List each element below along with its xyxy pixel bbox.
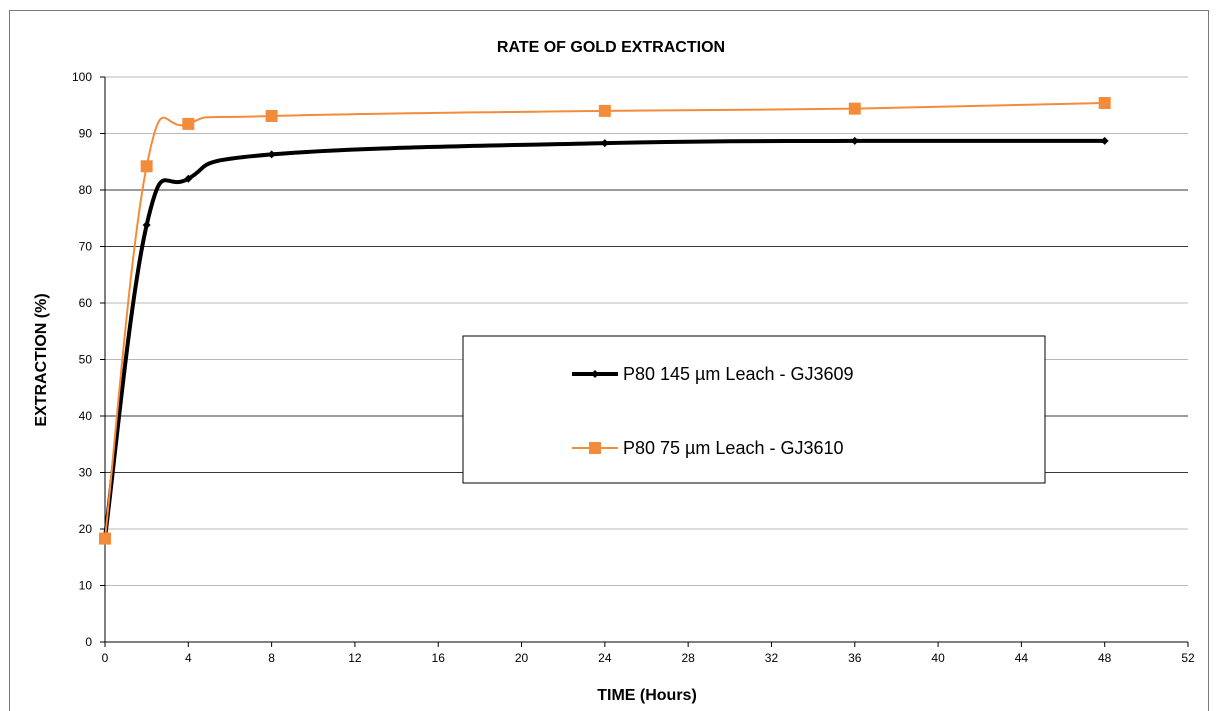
y-tick-label: 100 bbox=[72, 70, 92, 84]
x-tick-label: 20 bbox=[515, 651, 529, 665]
data-point bbox=[848, 102, 861, 115]
data-point bbox=[265, 109, 278, 122]
x-tick-label: 28 bbox=[681, 651, 695, 665]
gridlines bbox=[105, 76, 1188, 586]
x-axis-title: TIME (Hours) bbox=[597, 687, 697, 704]
x-tick-label: 48 bbox=[1098, 651, 1112, 665]
data-point bbox=[1100, 136, 1109, 145]
y-tick-label: 60 bbox=[79, 296, 93, 310]
data-point bbox=[1098, 96, 1111, 109]
legend-label: P80 75 µm Leach - GJ3610 bbox=[623, 438, 844, 458]
data-point bbox=[598, 104, 611, 117]
series-group bbox=[101, 136, 1109, 542]
x-tick-label: 36 bbox=[848, 651, 862, 665]
legend-entry: P80 145 µm Leach - GJ3609 bbox=[572, 364, 854, 384]
y-tick-label: 10 bbox=[79, 579, 93, 593]
y-tick-label: 30 bbox=[79, 466, 93, 480]
x-tick-label: 16 bbox=[432, 651, 446, 665]
x-tick-label: 52 bbox=[1181, 651, 1195, 665]
legend-swatch-marker bbox=[589, 442, 601, 454]
y-tick-label: 50 bbox=[79, 353, 93, 367]
data-point bbox=[600, 139, 609, 148]
y-tick-label: 40 bbox=[79, 409, 93, 423]
legend-entry: P80 75 µm Leach - GJ3610 bbox=[572, 438, 844, 458]
series-layer bbox=[99, 96, 1111, 545]
data-point bbox=[99, 532, 111, 545]
y-tick-label: 80 bbox=[79, 183, 93, 197]
y-axis-title: EXTRACTION (%) bbox=[33, 293, 50, 426]
y-tick-label: 0 bbox=[85, 635, 92, 649]
x-tick-label: 4 bbox=[185, 651, 192, 665]
x-tick-label: 44 bbox=[1015, 651, 1029, 665]
data-point bbox=[182, 117, 195, 130]
chart-title: RATE OF GOLD EXTRACTION bbox=[497, 39, 725, 56]
x-tick-label: 24 bbox=[598, 651, 612, 665]
y-tick-label: 70 bbox=[79, 240, 93, 254]
series-group bbox=[99, 96, 1111, 545]
y-tick-label: 20 bbox=[79, 522, 93, 536]
y-tick-label: 90 bbox=[79, 127, 93, 141]
x-tick-label: 32 bbox=[765, 651, 779, 665]
data-point bbox=[184, 174, 193, 183]
legend: P80 145 µm Leach - GJ3609 P80 75 µm Leach… bbox=[462, 335, 1046, 484]
legend-label: P80 145 µm Leach - GJ3609 bbox=[623, 364, 854, 384]
data-point bbox=[850, 136, 859, 145]
data-point bbox=[140, 160, 153, 173]
data-point bbox=[267, 150, 276, 159]
x-tick-label: 8 bbox=[268, 651, 275, 665]
legend-box bbox=[462, 335, 1046, 484]
x-tick-label: 12 bbox=[348, 651, 362, 665]
x-tick-label: 0 bbox=[102, 651, 109, 665]
x-tick-label: 40 bbox=[931, 651, 945, 665]
legend-swatch-marker bbox=[591, 370, 599, 378]
data-point bbox=[142, 221, 151, 230]
